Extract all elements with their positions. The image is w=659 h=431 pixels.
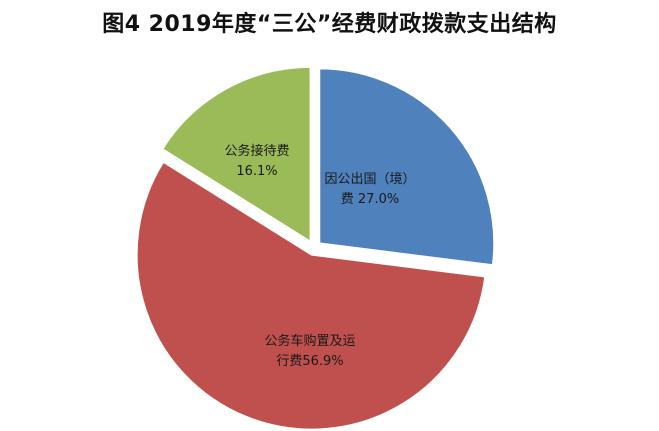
pie-slice-2: [135, 160, 487, 431]
pie-slice-3: [160, 65, 312, 244]
slice-label-2: 公务车购置及运行费56.9%: [264, 333, 355, 369]
chart-title: 图4 2019年度“三公”经费财政拨款支出结构: [102, 12, 557, 37]
slice-label-3: 公务接待费 16.1%: [224, 143, 289, 179]
pie-slice-1: [318, 67, 496, 267]
slice-label-1: 因公出国（境）费 27.0%: [324, 172, 415, 207]
